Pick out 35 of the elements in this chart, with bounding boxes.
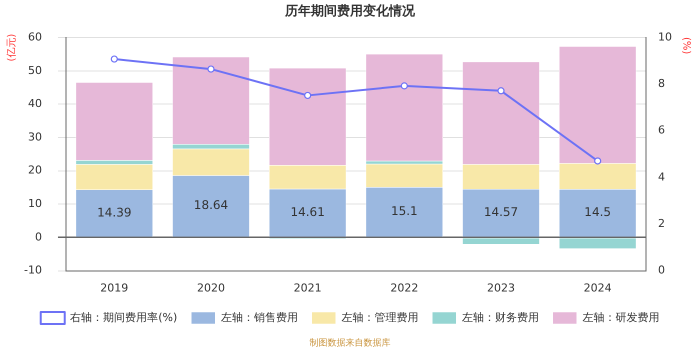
legend-label: 左轴：财务费用 [462, 310, 539, 324]
data-label: 14.57 [484, 204, 518, 219]
x-tick-label: 2022 [390, 281, 418, 294]
y2-tick-label: 2 [658, 217, 666, 230]
x-tick-label: 2021 [294, 281, 322, 294]
y-tick-label: 20 [28, 164, 42, 177]
y-tick-label: 0 [34, 230, 42, 244]
data-label: 15.1 [390, 204, 418, 218]
legend-label: 右轴：期间费用率(%) [70, 310, 178, 324]
data-label: 14.5 [584, 205, 612, 220]
text: 制图数据来自数据库 [310, 337, 390, 348]
legend-label: 左轴：管理费用 [341, 310, 418, 324]
y-tick-label: 30 [28, 130, 42, 144]
y-tick-label: 10 [28, 197, 42, 210]
chart-title: 历年期间费用变化情况 [284, 3, 416, 20]
y2-tick-label: 6 [658, 124, 666, 137]
data-label: 14.39 [97, 205, 132, 220]
y2-tick-label: 8 [658, 77, 666, 90]
x-tick-label: 2024 [584, 281, 612, 294]
y-tick-label: 60 [28, 30, 42, 44]
legend-label: 左轴：研发费用 [582, 310, 660, 324]
data-label: 14.61 [290, 204, 325, 219]
x-tick-label: 2020 [196, 281, 225, 294]
y2-tick-label: 4 [658, 170, 666, 184]
y2-tick-label: 0 [658, 264, 666, 277]
legend-label: 左轴：销售费用 [220, 310, 298, 324]
data-label: 18.64 [194, 198, 228, 212]
y-tick-label: 50 [28, 64, 42, 77]
y-tick-label: 40 [28, 97, 42, 110]
y2-axis-title: (%) [680, 36, 692, 54]
y-axis-title: (亿元) [6, 34, 18, 62]
y2-tick-label: 10 [658, 30, 672, 44]
x-tick-label: 2019 [100, 281, 128, 294]
y-tick-label: -10 [24, 264, 42, 277]
x-tick-label: 2023 [486, 281, 515, 294]
